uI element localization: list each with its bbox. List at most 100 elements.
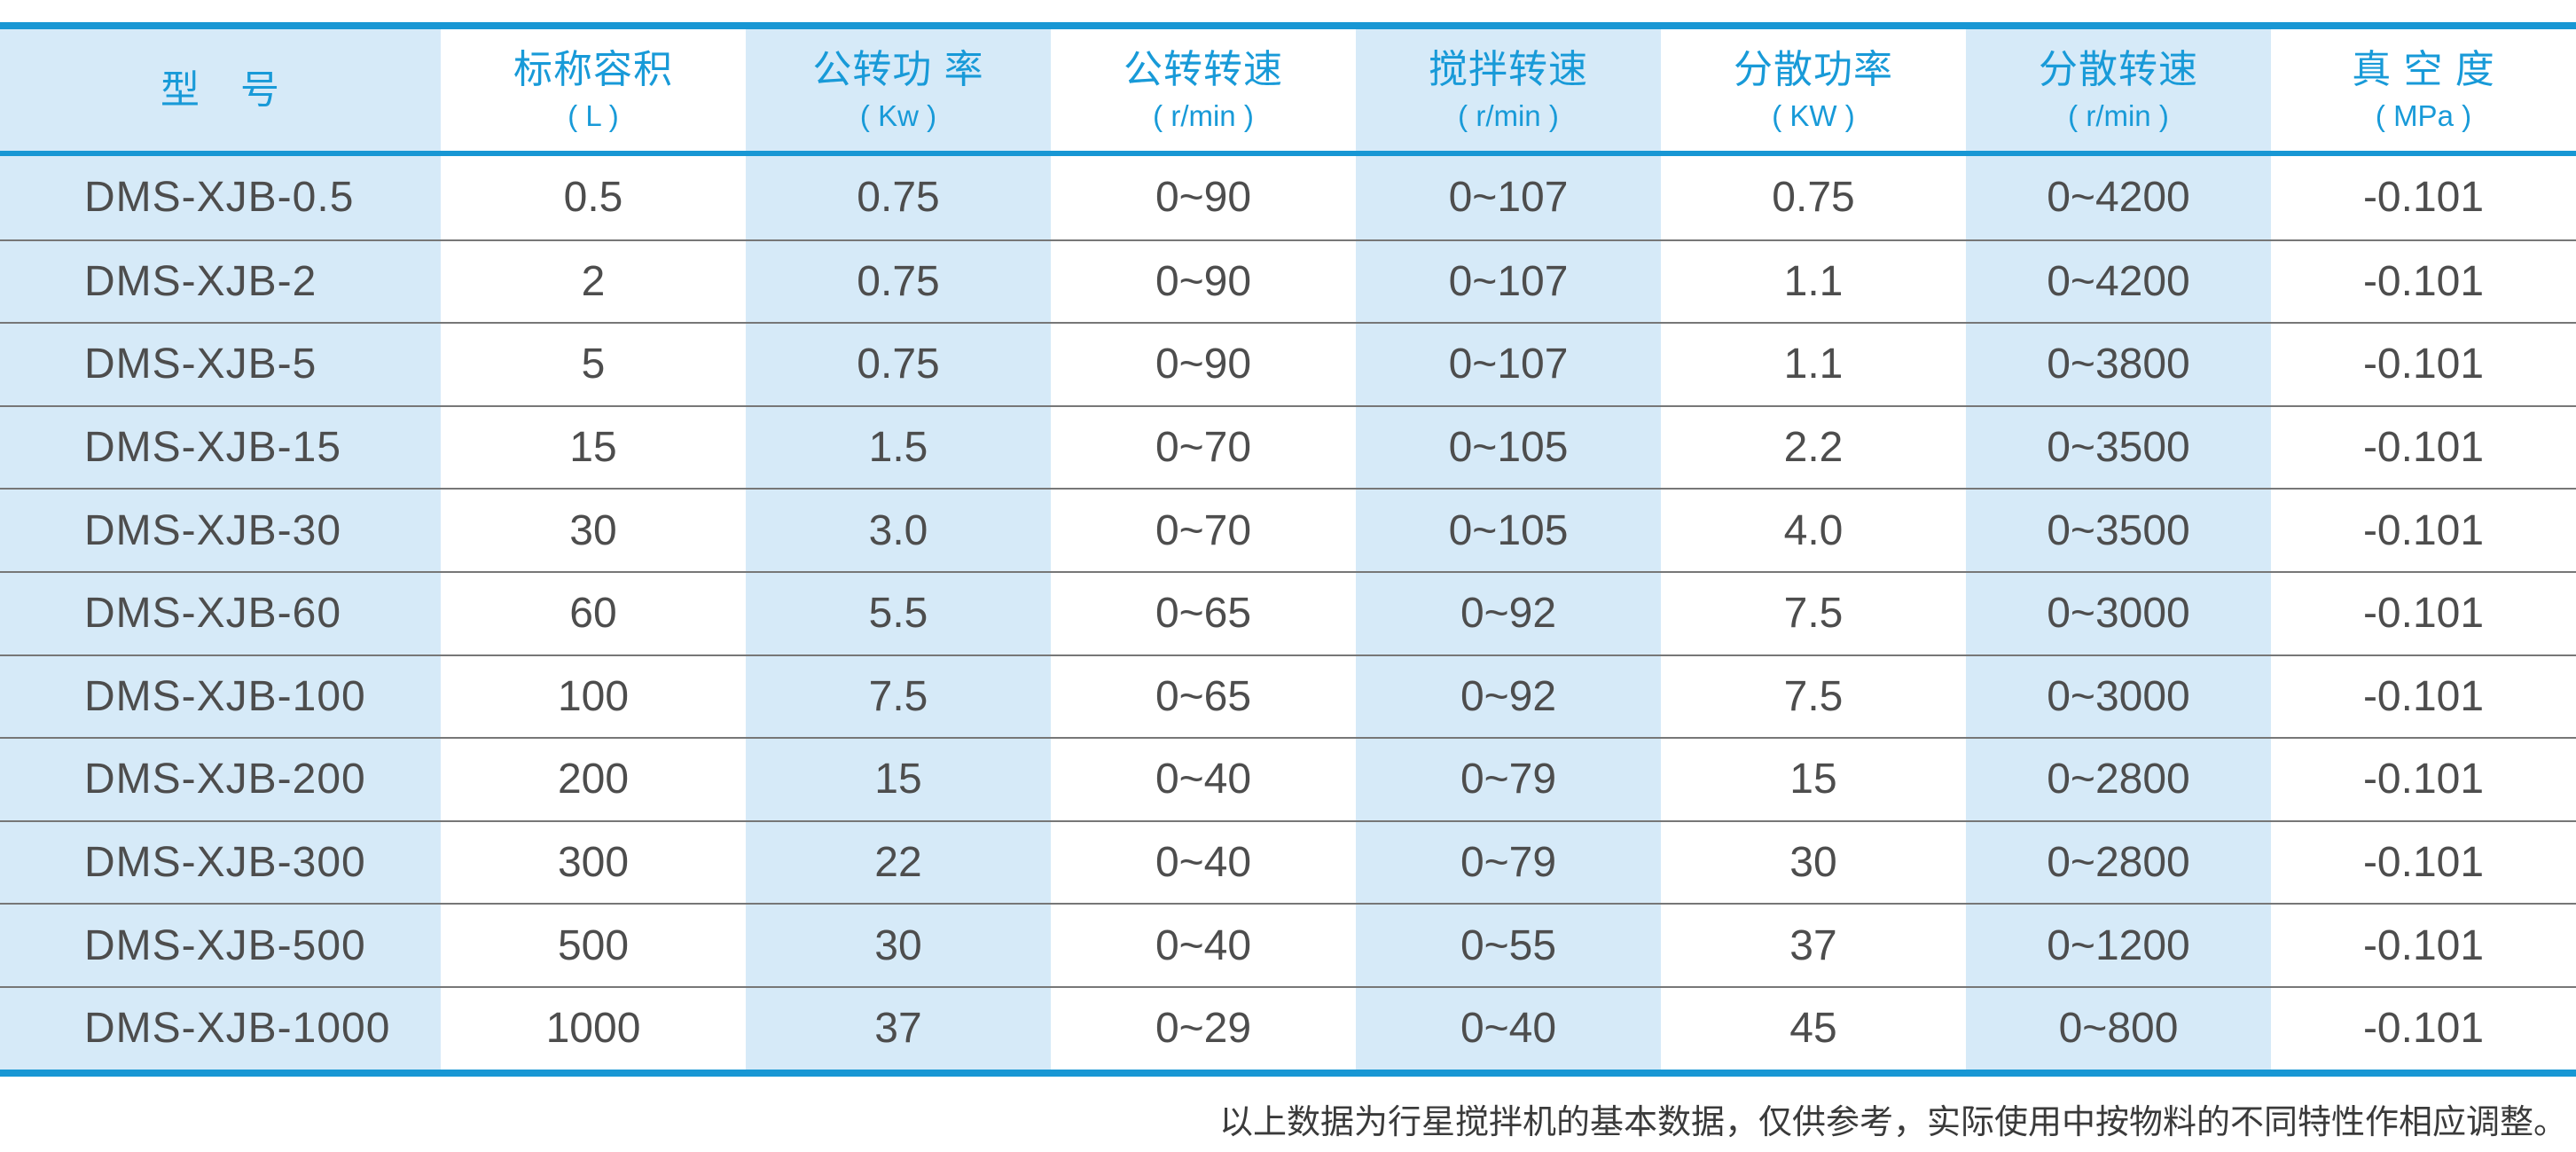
table-cell: 5.5 bbox=[746, 572, 1051, 654]
table-cell: 30 bbox=[1789, 839, 1837, 887]
column-label: 分散转速 bbox=[2039, 47, 2198, 91]
cell-model: DMS-XJB-15 bbox=[0, 406, 441, 489]
table-cell: 22 bbox=[746, 821, 1051, 904]
table-cell: -0.101 bbox=[2362, 1005, 2485, 1053]
table-row: DMS-XJB-2 2 0.75 0~90 0~107 1.1 0~4200 -0.101 bbox=[0, 239, 2576, 323]
table-cell: 300 bbox=[557, 839, 630, 887]
table-cell: 0~40 bbox=[1155, 921, 1252, 969]
table-cell: 0~2800 bbox=[1966, 739, 2271, 820]
table-cell: 1.5 bbox=[746, 406, 1051, 489]
table-cell: 0~3800 bbox=[1966, 324, 2271, 405]
column-header-nominal-capacity: 标称容积 ( L ) bbox=[441, 29, 746, 151]
table-cell: 1.1 bbox=[1783, 341, 1844, 388]
table-cell: 0.75 bbox=[746, 156, 1051, 239]
table-cell: 0~92 bbox=[1356, 655, 1661, 738]
table-cell: -0.101 bbox=[2362, 756, 2485, 803]
cell-model: DMS-XJB-60 bbox=[0, 572, 441, 654]
table-cell: 45 bbox=[1789, 1005, 1837, 1053]
table-row: DMS-XJB-500 500 30 0~40 0~55 37 0~1200 -0.101 bbox=[0, 903, 2576, 986]
table-cell: 0~2800 bbox=[1966, 821, 2271, 904]
column-unit: ( r/min ) bbox=[1153, 98, 1254, 132]
table-cell: 0~29 bbox=[1155, 1005, 1252, 1053]
column-header-dispersing-speed: 分散转速 ( r/min ) bbox=[1966, 29, 2271, 151]
table-cell: 15 bbox=[569, 424, 617, 472]
table-cell: 2.2 bbox=[1783, 424, 1844, 472]
column-unit: ( L ) bbox=[568, 98, 619, 132]
table-cell: 0~65 bbox=[1155, 672, 1252, 720]
table-row: DMS-XJB-300 300 22 0~40 0~79 30 0~2800 -0.101 bbox=[0, 819, 2576, 904]
table-cell: 0.75 bbox=[746, 324, 1051, 405]
table-cell: 0~90 bbox=[1155, 257, 1252, 305]
table-cell: -0.101 bbox=[2362, 590, 2485, 638]
cell-model: DMS-XJB-0.5 bbox=[0, 156, 441, 239]
table-cell: 0.75 bbox=[1772, 174, 1855, 222]
header-separator-bar bbox=[0, 151, 2576, 156]
table-cell: 0.5 bbox=[563, 174, 623, 222]
column-unit: ( Kw ) bbox=[859, 98, 937, 132]
table-cell: 0~4200 bbox=[1966, 156, 2271, 239]
column-label: 标称容积 bbox=[513, 47, 673, 91]
table-cell: 200 bbox=[557, 756, 630, 803]
cell-model: DMS-XJB-500 bbox=[0, 905, 441, 986]
table-cell: -0.101 bbox=[2362, 506, 2485, 554]
cell-model: DMS-XJB-5 bbox=[0, 324, 441, 405]
table-cell: 0~90 bbox=[1155, 341, 1252, 388]
column-unit: ( r/min ) bbox=[2068, 98, 2169, 132]
table-top-border bbox=[0, 22, 2576, 29]
table-row: DMS-XJB-15 15 1.5 0~70 0~105 2.2 0~3500 -0.101 bbox=[0, 404, 2576, 489]
table-cell: 0~3500 bbox=[1966, 490, 2271, 571]
table-cell: -0.101 bbox=[2362, 341, 2485, 388]
table-cell: 0~3000 bbox=[1966, 572, 2271, 654]
table-cell: 0~105 bbox=[1356, 406, 1661, 489]
table-cell: 15 bbox=[746, 739, 1051, 820]
column-unit: ( KW ) bbox=[1772, 98, 1855, 132]
table-row: DMS-XJB-100 100 7.5 0~65 0~92 7.5 0~3000 -0.101 bbox=[0, 654, 2576, 738]
table-cell: 0~92 bbox=[1356, 572, 1661, 654]
table-cell: 0~3000 bbox=[1966, 655, 2271, 738]
table-cell: -0.101 bbox=[2362, 921, 2485, 969]
cell-model: DMS-XJB-200 bbox=[0, 739, 441, 820]
table-cell: -0.101 bbox=[2362, 257, 2485, 305]
table-cell: 0~800 bbox=[1966, 987, 2271, 1070]
table-cell: 0~107 bbox=[1356, 240, 1661, 323]
table-cell: 60 bbox=[569, 590, 617, 638]
table-cell: 0~1200 bbox=[1966, 905, 2271, 986]
cell-model: DMS-XJB-100 bbox=[0, 655, 441, 738]
table-cell: 0~4200 bbox=[1966, 240, 2271, 323]
table-cell: 0~79 bbox=[1356, 821, 1661, 904]
table-body: DMS-XJB-0.5 0.5 0.75 0~90 0~107 0.75 0~4200 -0.… bbox=[0, 156, 2576, 1070]
table-cell: 0~70 bbox=[1155, 424, 1252, 472]
table-cell: -0.101 bbox=[2362, 174, 2485, 222]
table-bottom-border bbox=[0, 1069, 2576, 1077]
column-label: 公转功 率 bbox=[812, 47, 984, 91]
table-cell: 0~55 bbox=[1356, 905, 1661, 986]
column-header-revolution-power: 公转功 率 ( Kw ) bbox=[746, 29, 1051, 151]
table-cell: 0~3500 bbox=[1966, 406, 2271, 489]
table-cell: 2 bbox=[581, 257, 606, 305]
footnote: 以上数据为行星搅拌机的基本数据，仅供参考，实际使用中按物料的不同特性作相应调整。 bbox=[1218, 1102, 2567, 1141]
table-cell: -0.101 bbox=[2362, 839, 2485, 887]
column-header-stirring-speed: 搅拌转速 ( r/min ) bbox=[1356, 29, 1661, 151]
table-cell: 30 bbox=[569, 506, 617, 554]
cell-model: DMS-XJB-2 bbox=[0, 240, 441, 323]
column-label: 公转转速 bbox=[1124, 47, 1283, 91]
table-cell: 37 bbox=[746, 987, 1051, 1070]
table-cell: 0~40 bbox=[1155, 839, 1252, 887]
column-header-vacuum-degree: 真 空 度 ( MPa ) bbox=[2271, 29, 2576, 151]
column-label: 搅拌转速 bbox=[1429, 47, 1588, 91]
table-cell: 37 bbox=[1789, 921, 1837, 969]
column-label: 真 空 度 bbox=[2352, 47, 2495, 91]
cell-model: DMS-XJB-300 bbox=[0, 821, 441, 904]
table-row: DMS-XJB-60 60 5.5 0~65 0~92 7.5 0~3000 -0.101 bbox=[0, 570, 2576, 654]
table-cell: 0~107 bbox=[1356, 324, 1661, 405]
table-cell: 5 bbox=[581, 341, 606, 388]
table-cell: 500 bbox=[557, 921, 630, 969]
table-cell: 0~40 bbox=[1356, 987, 1661, 1070]
table-cell: 4.0 bbox=[1783, 506, 1844, 554]
column-unit: ( r/min ) bbox=[1458, 98, 1559, 132]
table-cell: 3.0 bbox=[746, 490, 1051, 571]
column-unit: ( MPa ) bbox=[2375, 98, 2472, 132]
table-row: DMS-XJB-1000 1000 37 0~29 0~40 45 0~800 -0.101 bbox=[0, 985, 2576, 1070]
table-header: 型 号 标称容积 ( L ) 公转功 率 ( Kw ) 公转转速 ( r/min… bbox=[0, 29, 2576, 151]
